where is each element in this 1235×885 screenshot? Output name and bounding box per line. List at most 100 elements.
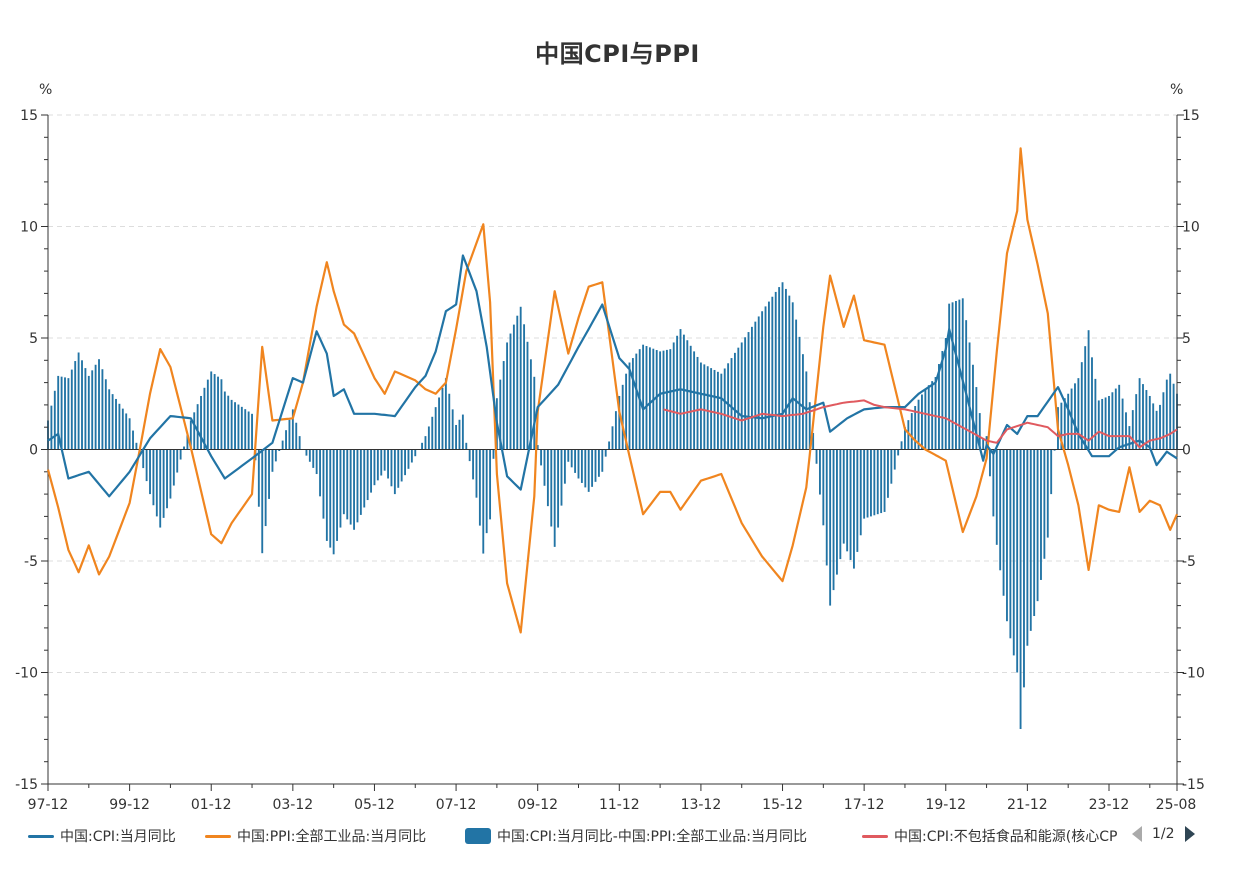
bar-diff	[747, 332, 750, 450]
bar-diff	[951, 302, 954, 450]
y-tick-label-right: 10	[1182, 220, 1200, 236]
bar-diff	[574, 449, 577, 473]
bar-diff	[767, 301, 770, 450]
bar-diff	[305, 449, 308, 456]
bar-diff	[1172, 383, 1175, 450]
bar-diff	[788, 295, 791, 450]
bar-diff	[774, 291, 777, 450]
x-tick-label: 05-12	[354, 797, 395, 813]
bar-diff	[482, 449, 485, 554]
bar-diff	[152, 449, 155, 506]
legend-swatch	[28, 834, 54, 838]
bar-diff	[1121, 398, 1124, 450]
bar-diff	[370, 449, 372, 493]
bar-diff	[754, 321, 757, 450]
bar-diff	[444, 378, 447, 450]
bar-diff	[672, 342, 675, 450]
bar-diff	[434, 407, 437, 450]
bar-diff	[1169, 373, 1172, 450]
bar-diff	[1060, 402, 1063, 450]
bar-diff	[543, 449, 546, 486]
bar-diff	[795, 319, 798, 450]
bar-diff	[839, 449, 842, 560]
bar-diff	[1033, 449, 1036, 617]
bar-diff	[618, 395, 621, 450]
bar-diff	[808, 402, 811, 450]
bar-diff	[1067, 393, 1070, 450]
bar-diff	[70, 369, 73, 450]
bar-diff	[512, 324, 515, 450]
bar-diff	[975, 387, 978, 450]
y-tick-label-right: 0	[1182, 443, 1191, 459]
y-tick-label-left: 0	[29, 443, 38, 459]
legend-item-core-cpi[interactable]: 中国:CPI:不包括食品和能源(核心CPI):当月同比	[862, 826, 1118, 846]
bar-diff	[876, 449, 879, 515]
bar-diff	[904, 427, 906, 450]
bar-diff	[1097, 400, 1100, 450]
bar-diff	[635, 353, 638, 450]
bar-diff	[587, 449, 590, 492]
bar-diff	[244, 409, 247, 450]
bar-diff	[832, 449, 835, 591]
bar-diff	[1040, 449, 1042, 580]
bar-diff	[761, 311, 764, 450]
bar-diff	[958, 299, 961, 450]
bar-diff	[329, 449, 332, 548]
bar-diff	[1104, 397, 1107, 450]
series-line-cpi	[47, 254, 1178, 498]
bar-diff	[373, 449, 376, 486]
bar-diff	[1118, 384, 1121, 450]
series-line-ppi	[46, 147, 1179, 634]
bar-diff	[655, 350, 658, 450]
bar-diff	[431, 416, 434, 450]
bar-diff	[995, 449, 998, 545]
bar-diff	[332, 449, 335, 555]
bar-diff	[315, 449, 318, 475]
bar-diff	[1023, 449, 1025, 688]
bar-diff	[1131, 410, 1134, 450]
bar-diff	[312, 449, 315, 468]
bar-diff	[676, 335, 679, 450]
bar-diff	[938, 364, 940, 450]
bar-diff	[291, 409, 294, 450]
bar-diff	[162, 449, 165, 518]
bar-diff	[407, 449, 410, 469]
bar-diff	[1148, 395, 1151, 450]
bar-diff	[846, 449, 849, 552]
legend-next-page-icon[interactable]	[1184, 826, 1195, 842]
bar-diff	[523, 324, 526, 450]
x-tick-label: 19-12	[925, 797, 966, 813]
y-axis-left-unit: %	[39, 82, 53, 98]
bar-diff	[281, 440, 284, 450]
bar-diff	[57, 375, 60, 450]
bar-diff	[77, 352, 80, 450]
bar-diff	[693, 351, 696, 450]
bar-diff	[614, 411, 617, 450]
bar-diff	[121, 408, 124, 450]
bar-diff	[791, 302, 794, 450]
bar-diff	[948, 303, 951, 450]
legend-item-cpi[interactable]: 中国:CPI:当月同比	[28, 826, 176, 846]
bar-diff	[196, 404, 199, 450]
bar-diff	[397, 449, 400, 488]
legend: 中国:CPI:当月同比 中国:PPI:全部工业品:当月同比 中国:CPI:当月同…	[28, 826, 1228, 848]
bar-diff	[60, 376, 63, 450]
x-tick-label: 99-12	[109, 797, 150, 813]
bar-diff	[489, 449, 492, 520]
legend-prev-page-icon[interactable]	[1132, 826, 1142, 842]
bar-diff	[540, 449, 543, 466]
x-tick-label: 03-12	[272, 797, 313, 813]
bar-diff	[1128, 426, 1131, 450]
bar-diff	[325, 449, 328, 541]
x-tick-label: 23-12	[1089, 797, 1130, 813]
legend-item-ppi[interactable]: 中国:PPI:全部工业品:当月同比	[205, 826, 426, 846]
bar-diff	[1046, 449, 1049, 538]
x-tick-label: 11-12	[599, 797, 640, 813]
bar-diff	[257, 449, 260, 507]
legend-item-cpi-ppi-diff[interactable]: 中国:CPI:当月同比-中国:PPI:全部工业品:当月同比	[465, 826, 807, 846]
bar-diff	[526, 341, 529, 450]
bar-diff	[648, 347, 651, 450]
bar-diff	[812, 432, 815, 450]
bar-diff	[989, 449, 991, 477]
bar-diff	[217, 376, 219, 450]
